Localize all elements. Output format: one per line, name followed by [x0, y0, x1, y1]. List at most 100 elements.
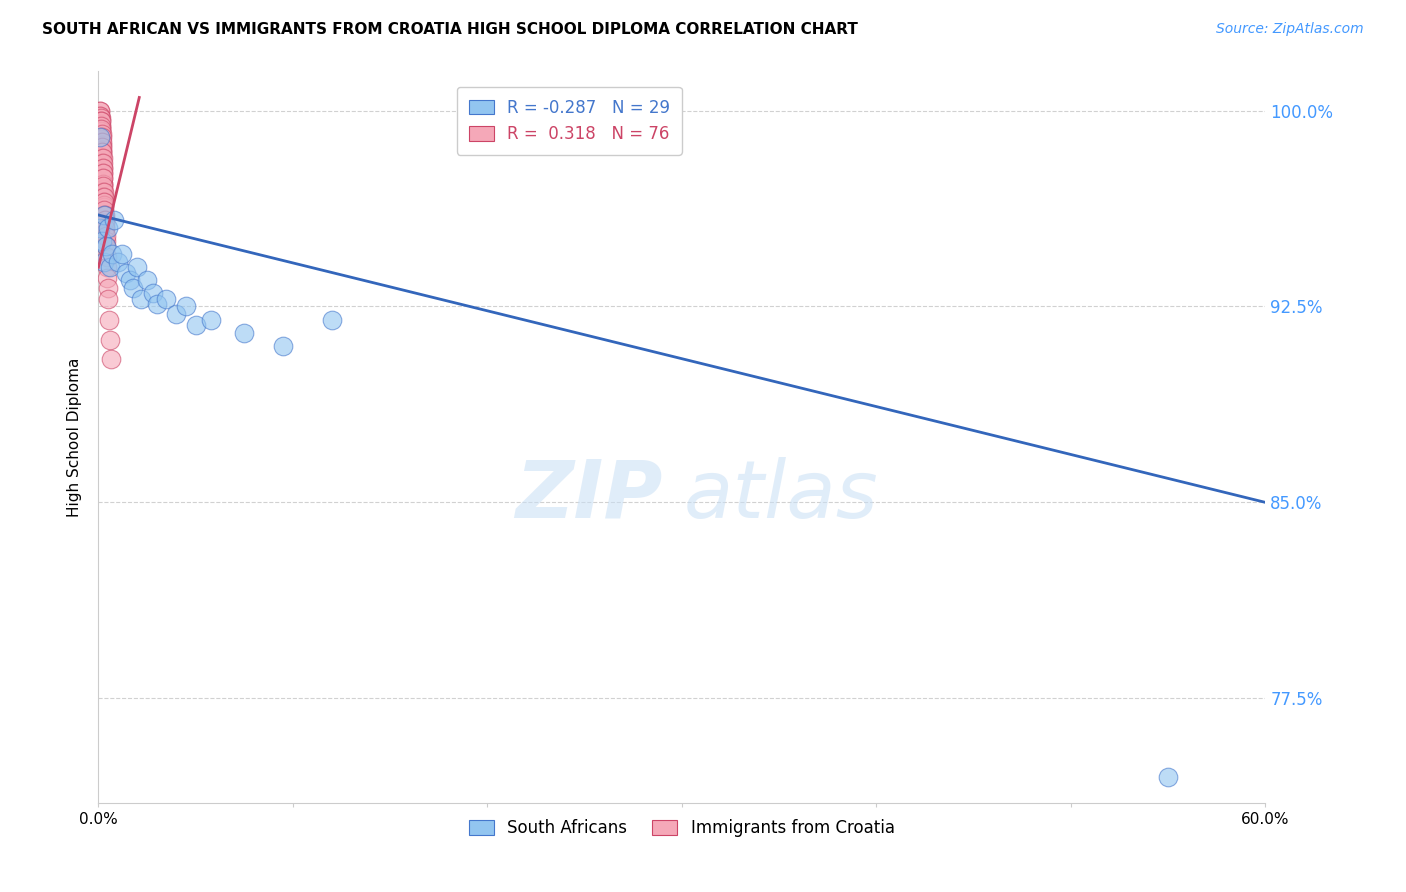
Y-axis label: High School Diploma: High School Diploma: [67, 358, 83, 516]
Point: [101, 247, 124, 261]
Point: [94, 227, 117, 241]
Point: [200, 312, 222, 326]
Text: Source: ZipAtlas.com: Source: ZipAtlas.com: [1216, 22, 1364, 37]
Point: [89, 221, 111, 235]
Point: [233, 326, 256, 340]
Point: [89, 103, 111, 118]
Point: [97, 281, 120, 295]
Point: [91, 151, 114, 165]
Point: [111, 247, 134, 261]
Point: [93, 255, 115, 269]
Point: [127, 260, 149, 275]
Point: [90, 143, 112, 157]
Point: [91, 161, 114, 175]
Point: [90, 114, 112, 128]
Point: [93, 179, 115, 194]
Point: [91, 171, 114, 186]
Point: [96, 250, 118, 264]
Point: [90, 127, 112, 141]
Point: [89, 109, 111, 123]
Point: [96, 239, 118, 253]
Point: [94, 216, 117, 230]
Point: [90, 135, 112, 149]
Point: [90, 129, 112, 144]
Point: [271, 339, 294, 353]
Point: [1157, 770, 1180, 784]
Point: [90, 114, 112, 128]
Point: [136, 273, 159, 287]
Point: [93, 213, 115, 227]
Point: [184, 318, 207, 332]
Point: [93, 194, 115, 209]
Point: [89, 103, 111, 118]
Point: [91, 182, 114, 196]
Point: [89, 117, 111, 131]
Point: [93, 185, 115, 199]
Point: [96, 270, 118, 285]
Point: [98, 312, 121, 326]
Point: [122, 281, 145, 295]
Point: [90, 119, 112, 133]
Point: [90, 124, 112, 138]
Point: [90, 119, 112, 133]
Point: [103, 213, 125, 227]
Point: [93, 190, 115, 204]
Point: [98, 334, 121, 348]
Point: [90, 132, 112, 146]
Text: ZIP: ZIP: [515, 457, 662, 534]
Point: [90, 121, 112, 136]
Point: [90, 129, 112, 144]
Point: [89, 121, 111, 136]
Point: [89, 117, 111, 131]
Point: [91, 155, 114, 169]
Point: [93, 200, 115, 214]
Point: [114, 266, 136, 280]
Point: [93, 190, 115, 204]
Point: [90, 137, 112, 152]
Point: [118, 273, 141, 287]
Point: [93, 208, 115, 222]
Point: [91, 155, 114, 169]
Text: SOUTH AFRICAN VS IMMIGRANTS FROM CROATIA HIGH SCHOOL DIPLOMA CORRELATION CHART: SOUTH AFRICAN VS IMMIGRANTS FROM CROATIA…: [42, 22, 858, 37]
Point: [90, 112, 112, 126]
Point: [91, 234, 114, 248]
Point: [165, 307, 187, 321]
Point: [91, 145, 114, 160]
Point: [90, 148, 112, 162]
Point: [91, 177, 114, 191]
Point: [91, 185, 114, 199]
Point: [90, 135, 112, 149]
Point: [129, 292, 152, 306]
Point: [90, 145, 112, 160]
Point: [90, 143, 112, 157]
Text: atlas: atlas: [683, 457, 879, 534]
Point: [155, 292, 177, 306]
Point: [91, 161, 114, 175]
Point: [91, 177, 114, 191]
Point: [146, 297, 169, 311]
Point: [98, 260, 121, 275]
Point: [97, 221, 120, 235]
Point: [97, 292, 120, 306]
Point: [89, 129, 111, 144]
Point: [142, 286, 165, 301]
Point: [90, 155, 112, 169]
Point: [94, 208, 117, 222]
Point: [96, 239, 118, 253]
Point: [100, 351, 122, 366]
Point: [91, 151, 114, 165]
Point: [90, 121, 112, 136]
Point: [174, 300, 197, 314]
Point: [89, 117, 111, 131]
Point: [91, 166, 114, 180]
Point: [93, 194, 115, 209]
Point: [89, 109, 111, 123]
Point: [93, 202, 115, 217]
Point: [93, 208, 115, 222]
Point: [90, 140, 112, 154]
Point: [90, 129, 112, 144]
Point: [89, 109, 111, 123]
Point: [91, 166, 114, 180]
Point: [107, 255, 129, 269]
Point: [91, 140, 114, 154]
